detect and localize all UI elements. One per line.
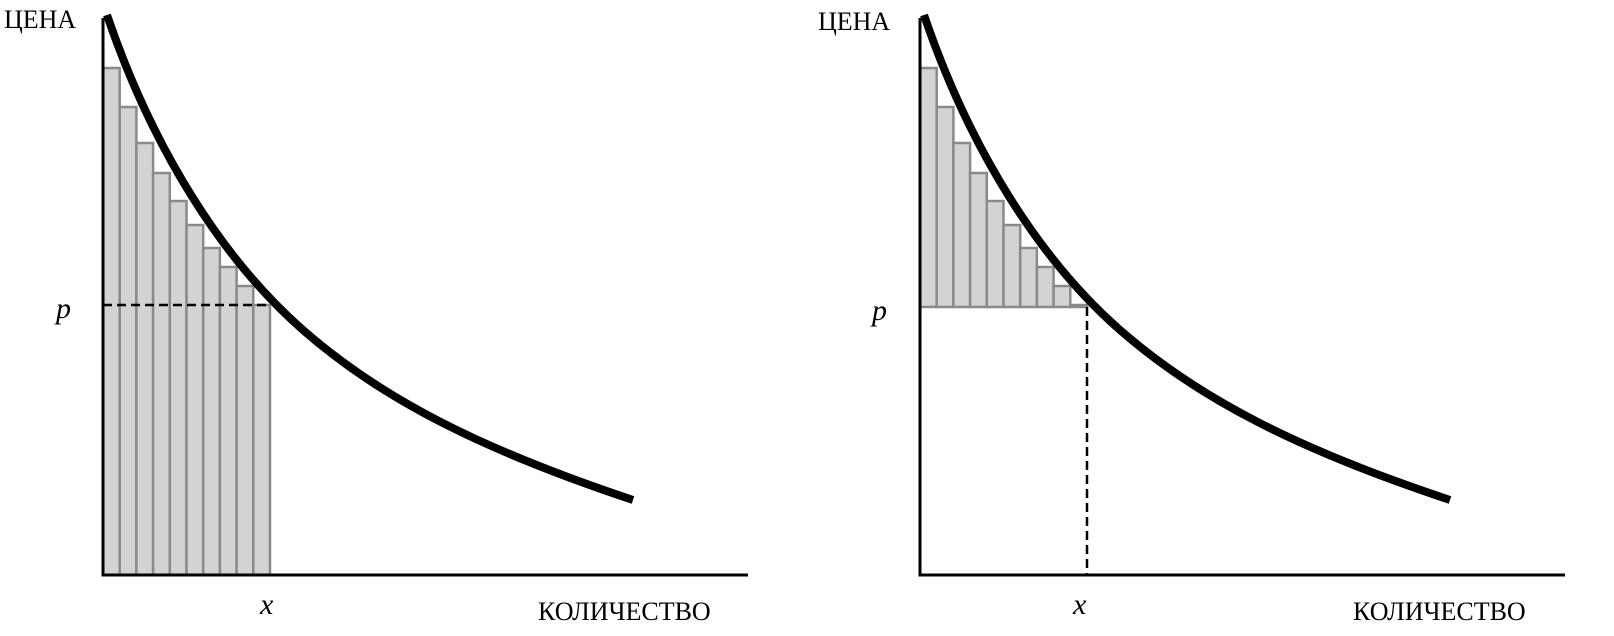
x-axis-label: КОЛИЧЕСТВО bbox=[538, 597, 711, 626]
demand-curve bbox=[103, 13, 635, 504]
strip bbox=[985, 199, 1005, 309]
strip bbox=[235, 284, 255, 577]
strip bbox=[135, 141, 155, 577]
strip bbox=[118, 105, 138, 577]
strip bbox=[1002, 223, 1022, 309]
quantity-label: x bbox=[1072, 588, 1087, 621]
price-label: p bbox=[870, 294, 887, 327]
x-axis-label: КОЛИЧЕСТВО bbox=[1353, 597, 1526, 626]
strip bbox=[1052, 284, 1072, 309]
demand-curve bbox=[920, 13, 1452, 504]
quantity-label: x bbox=[259, 588, 274, 621]
strip bbox=[218, 265, 238, 577]
y-axis-label: ЦЕНА bbox=[4, 5, 76, 34]
axes bbox=[101, 18, 748, 577]
strip bbox=[101, 66, 121, 577]
axes bbox=[918, 18, 1565, 577]
strip bbox=[935, 105, 955, 309]
strip bbox=[1035, 265, 1055, 309]
strip bbox=[1069, 303, 1089, 309]
strip bbox=[185, 223, 205, 577]
strip bbox=[1018, 246, 1039, 309]
strip bbox=[151, 171, 172, 577]
strip bbox=[918, 66, 938, 309]
strip bbox=[168, 199, 188, 577]
y-axis-label: ЦЕНА bbox=[818, 7, 890, 36]
strip bbox=[968, 171, 989, 309]
strip bbox=[252, 303, 272, 577]
panel-right: ЦЕНА p x КОЛИЧЕСТВО bbox=[818, 7, 1565, 626]
strip bbox=[201, 246, 222, 577]
strip bbox=[952, 141, 972, 309]
price-label: p bbox=[54, 292, 71, 325]
panel-left: ЦЕНА p x КОЛИЧЕСТВО bbox=[4, 5, 748, 626]
